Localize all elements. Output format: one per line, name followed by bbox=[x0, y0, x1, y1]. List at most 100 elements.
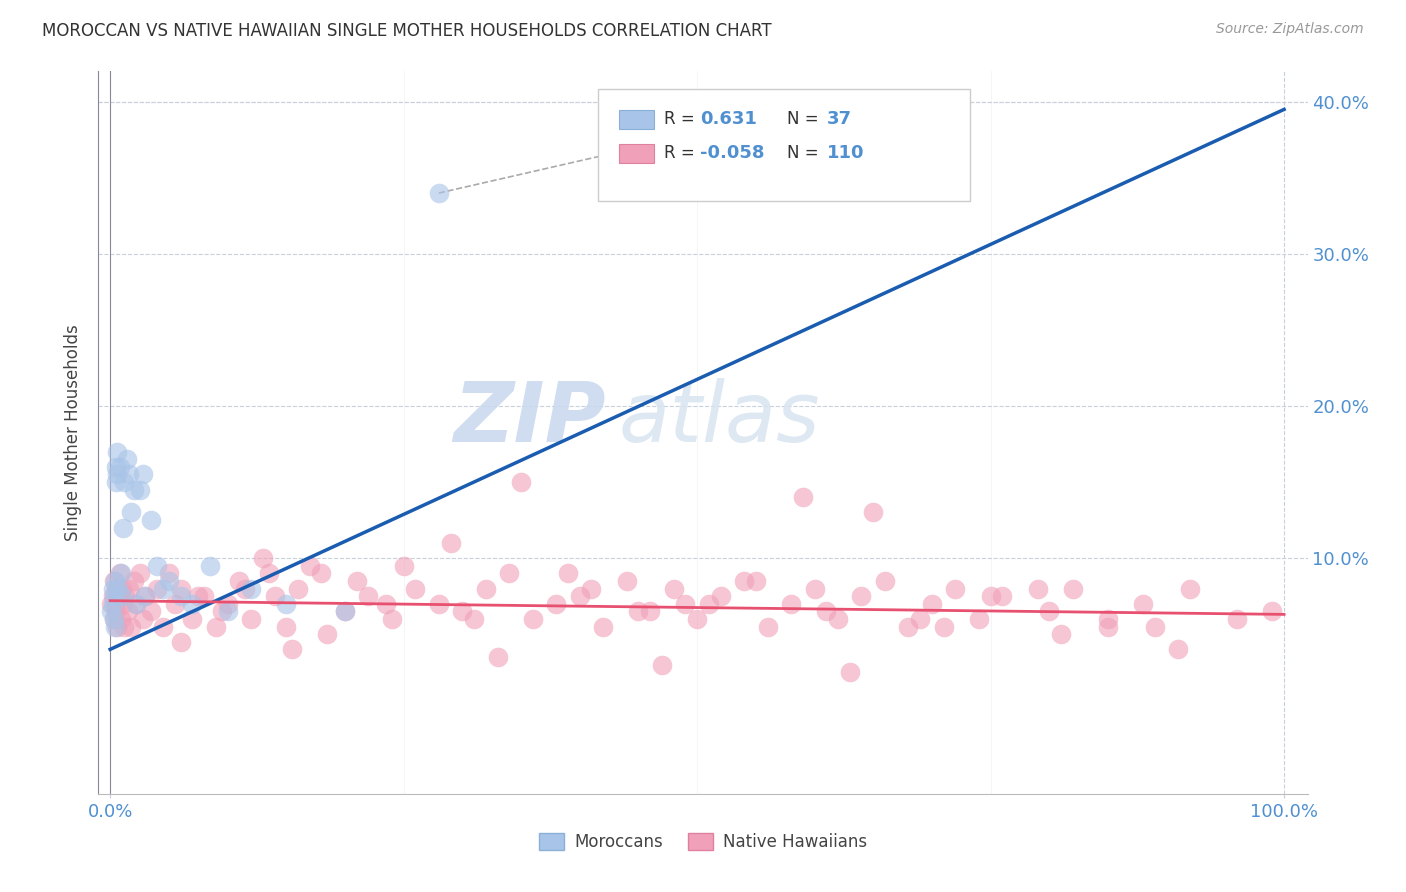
Point bbox=[132, 612, 155, 626]
Point bbox=[108, 566, 131, 581]
Point bbox=[141, 513, 163, 527]
Point bbox=[169, 582, 191, 596]
Point bbox=[101, 582, 124, 596]
Point bbox=[120, 506, 142, 520]
Point bbox=[851, 589, 873, 603]
Point bbox=[101, 589, 124, 603]
Point bbox=[780, 597, 803, 611]
Point bbox=[581, 582, 603, 596]
Point bbox=[103, 612, 125, 626]
Point bbox=[122, 574, 145, 588]
Point bbox=[381, 612, 404, 626]
Point bbox=[897, 619, 920, 633]
Point bbox=[733, 574, 755, 588]
Point bbox=[263, 589, 285, 603]
Point bbox=[375, 597, 398, 611]
Text: R =: R = bbox=[664, 144, 700, 161]
Point bbox=[181, 612, 204, 626]
Point bbox=[120, 619, 142, 633]
Point bbox=[697, 597, 720, 611]
Point bbox=[112, 597, 135, 611]
Point bbox=[298, 558, 321, 573]
Point bbox=[316, 627, 339, 641]
Text: -0.058: -0.058 bbox=[700, 144, 765, 161]
Point bbox=[193, 589, 215, 603]
Point bbox=[110, 566, 132, 581]
Legend: Moroccans, Native Hawaiians: Moroccans, Native Hawaiians bbox=[533, 826, 873, 858]
Point bbox=[125, 597, 148, 611]
Point bbox=[463, 612, 485, 626]
Point bbox=[115, 452, 138, 467]
Point bbox=[627, 604, 650, 618]
Point bbox=[404, 582, 426, 596]
Point bbox=[1143, 619, 1166, 633]
Point bbox=[110, 612, 132, 626]
Point bbox=[198, 558, 221, 573]
Point bbox=[105, 444, 128, 458]
Point bbox=[1026, 582, 1049, 596]
Point bbox=[105, 475, 128, 489]
Point bbox=[233, 582, 256, 596]
Point bbox=[100, 604, 122, 618]
Text: atlas: atlas bbox=[619, 377, 820, 458]
Point bbox=[592, 619, 614, 633]
Point bbox=[908, 612, 931, 626]
Point bbox=[1062, 582, 1084, 596]
Point bbox=[932, 619, 955, 633]
Point bbox=[616, 574, 638, 588]
Point bbox=[187, 589, 209, 603]
Point bbox=[134, 589, 156, 603]
Point bbox=[1132, 597, 1154, 611]
Point bbox=[745, 574, 768, 588]
Point bbox=[557, 566, 579, 581]
Point bbox=[240, 612, 263, 626]
Point bbox=[1050, 627, 1073, 641]
Point bbox=[486, 650, 509, 665]
Point bbox=[114, 589, 136, 603]
Point bbox=[1180, 582, 1202, 596]
Text: N =: N = bbox=[787, 110, 824, 128]
Point bbox=[638, 604, 661, 618]
Point bbox=[1038, 604, 1060, 618]
Point bbox=[427, 597, 450, 611]
Point bbox=[108, 459, 131, 474]
Point bbox=[756, 619, 779, 633]
Point bbox=[101, 597, 124, 611]
Point bbox=[105, 582, 128, 596]
Point bbox=[104, 619, 127, 633]
Point bbox=[967, 612, 990, 626]
Point bbox=[311, 566, 333, 581]
Point bbox=[240, 582, 263, 596]
Point bbox=[107, 582, 129, 596]
Point bbox=[105, 604, 128, 618]
Point bbox=[141, 604, 163, 618]
Point bbox=[281, 642, 304, 657]
Point bbox=[112, 475, 135, 489]
Point bbox=[128, 483, 150, 497]
Point bbox=[252, 551, 274, 566]
Point bbox=[475, 582, 498, 596]
Point bbox=[276, 619, 298, 633]
Point bbox=[333, 604, 356, 618]
Point bbox=[921, 597, 943, 611]
Point bbox=[111, 582, 134, 596]
Point bbox=[439, 536, 461, 550]
Point bbox=[169, 634, 191, 648]
Point bbox=[1261, 604, 1284, 618]
Point bbox=[333, 604, 356, 618]
Point bbox=[100, 597, 122, 611]
Point bbox=[803, 582, 825, 596]
Point bbox=[792, 490, 814, 504]
Point bbox=[662, 582, 685, 596]
Point bbox=[118, 467, 141, 482]
Point bbox=[546, 597, 568, 611]
Point bbox=[1167, 642, 1189, 657]
Point bbox=[211, 604, 233, 618]
Point bbox=[392, 558, 415, 573]
Point bbox=[146, 558, 169, 573]
Point bbox=[357, 589, 380, 603]
Point bbox=[118, 582, 141, 596]
Point bbox=[122, 483, 145, 497]
Point bbox=[152, 582, 174, 596]
Point bbox=[1226, 612, 1249, 626]
